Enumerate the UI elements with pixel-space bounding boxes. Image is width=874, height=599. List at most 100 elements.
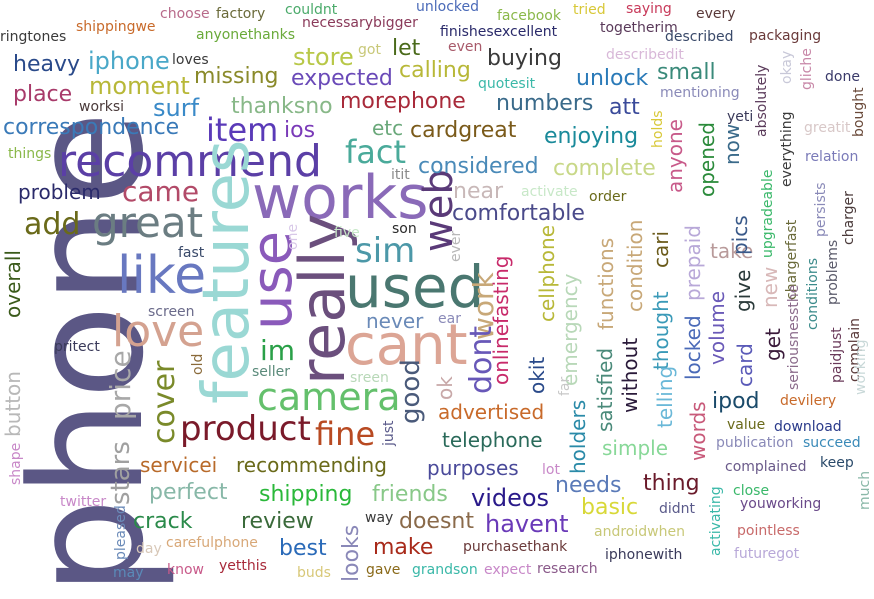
word: get [761, 328, 785, 361]
word: choose [160, 6, 210, 22]
word: sim [355, 231, 416, 271]
word: take [710, 239, 754, 263]
word: persists [813, 182, 829, 237]
word: activating [708, 486, 724, 556]
word: futuregot [734, 546, 800, 562]
word: five [334, 225, 360, 241]
word: cari [649, 230, 673, 268]
word: pritect [54, 339, 100, 355]
word: surf [153, 94, 200, 122]
word: packaging [749, 28, 822, 44]
word: thing [643, 471, 700, 496]
word: yetthis [219, 558, 267, 574]
word: moment [89, 72, 190, 100]
word: friends [372, 482, 448, 507]
word: product [180, 409, 311, 449]
word: item [206, 111, 279, 149]
word: condition [623, 219, 647, 312]
word: iphone [88, 47, 170, 75]
word: saying [626, 1, 672, 17]
word: doesnt [399, 509, 474, 534]
word: holders [566, 399, 590, 474]
word: may [113, 565, 144, 581]
word: greatit [804, 120, 851, 136]
word: satisfied [593, 347, 617, 432]
word: now [720, 123, 744, 165]
word: youworking [740, 496, 822, 512]
word: twitter [60, 494, 107, 510]
word: working [853, 339, 869, 395]
word: son [392, 221, 417, 237]
word: thought [649, 291, 673, 370]
word: missing [194, 64, 279, 89]
word: okay [779, 50, 795, 84]
word: videos [471, 484, 550, 512]
word: overall [1, 250, 25, 318]
word: correspondence [3, 115, 180, 140]
word: pointless [737, 523, 800, 539]
word: words [686, 401, 710, 461]
word: paidjust [829, 327, 845, 383]
word: shipping [259, 482, 353, 507]
word: gliche [799, 48, 815, 90]
word: iphonewith [605, 547, 683, 563]
word: havent [485, 510, 569, 538]
word: prepaid [681, 225, 705, 301]
word: publication [716, 435, 794, 451]
word: even [448, 39, 483, 55]
word: unlock [576, 66, 649, 91]
word: review [241, 509, 314, 534]
word: bought [851, 87, 867, 137]
word: ipod [712, 389, 760, 414]
word: thanksno [231, 94, 333, 119]
word: fine [315, 415, 376, 453]
word: ever [448, 230, 464, 262]
word: described [665, 29, 734, 45]
word: pics [728, 215, 752, 255]
word: purposes [427, 456, 519, 480]
word: great [92, 198, 204, 247]
word: upgradeable [760, 169, 776, 258]
word: calling [399, 58, 471, 83]
word: okit [525, 356, 549, 394]
word: loves [172, 52, 209, 68]
word: simple [602, 436, 669, 460]
word: value [727, 417, 766, 433]
word: anyone [663, 119, 687, 193]
word: activate [521, 184, 578, 200]
word: tried [573, 2, 606, 18]
word: research [537, 561, 598, 577]
word: seriousnessthe [786, 284, 802, 390]
word: complete [553, 156, 656, 181]
word: like [117, 246, 207, 306]
word: anyonethanks [196, 27, 296, 43]
word: yeti [727, 109, 754, 125]
word: devilery [780, 393, 837, 409]
word: considered [418, 154, 539, 179]
word: never [366, 309, 424, 333]
word: works [252, 163, 429, 233]
word: know [167, 562, 204, 578]
word: shape [8, 442, 24, 485]
word: volume [705, 290, 729, 365]
word: quotesit [478, 76, 536, 92]
word: way [365, 510, 394, 526]
word: itit [391, 167, 410, 183]
word: functions [594, 237, 618, 330]
word: locked [681, 315, 705, 380]
word: crack [133, 509, 193, 534]
word: conditions [805, 257, 821, 330]
word: camera [257, 375, 401, 419]
word: facebook [497, 8, 561, 24]
word: androidwhen [594, 524, 685, 540]
word: succeed [803, 435, 861, 451]
word: expect [484, 562, 532, 578]
word: order [589, 189, 627, 205]
word: everything [779, 111, 795, 187]
word: ios [284, 118, 316, 143]
word: advertised [438, 400, 545, 424]
word: without [618, 337, 642, 413]
word: expected [291, 66, 393, 91]
word: buying [487, 46, 562, 71]
word: done [825, 69, 860, 85]
